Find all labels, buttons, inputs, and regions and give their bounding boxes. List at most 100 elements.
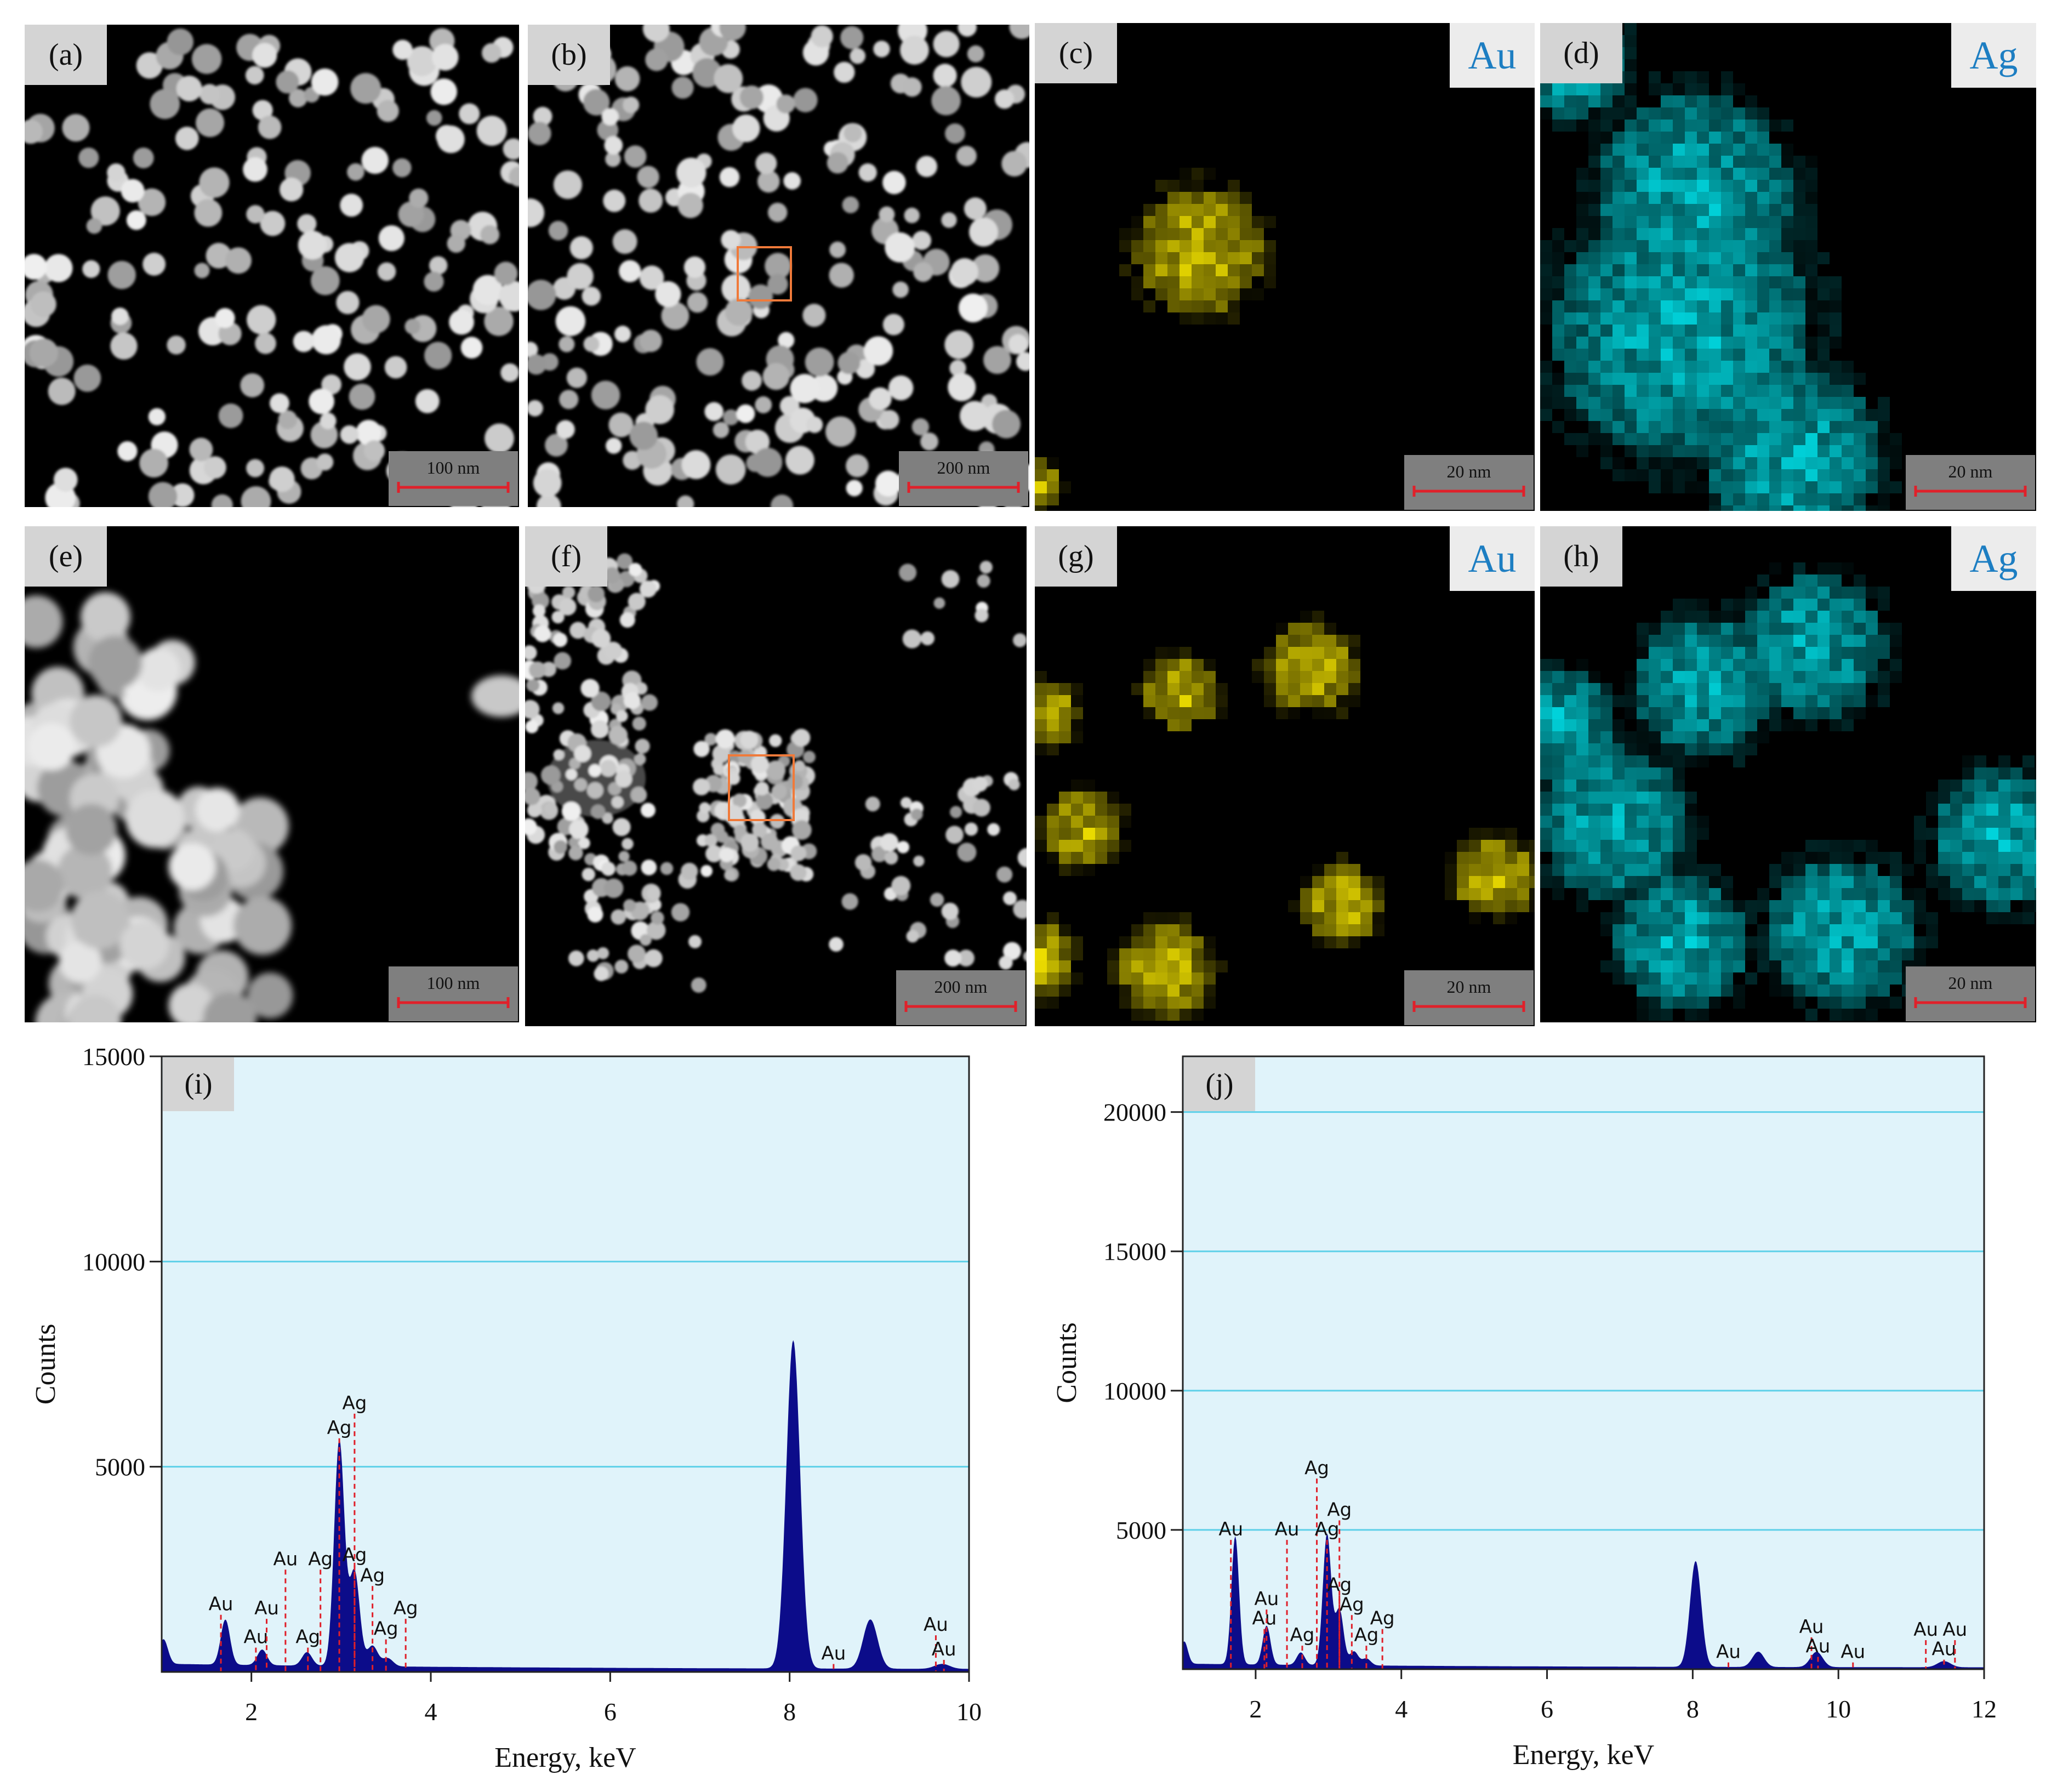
peak-label: Ag [308, 1548, 333, 1570]
peak-label: Ag [1354, 1624, 1379, 1646]
peak-label: Ag [342, 1544, 367, 1566]
peak-label: Au [254, 1597, 279, 1619]
peak-label: Au [1252, 1608, 1277, 1630]
chart-panel-label: (j) [1184, 1057, 1255, 1111]
y-axis-label: Counts [30, 1324, 61, 1404]
peak-label: Ag [1290, 1624, 1315, 1646]
scale-bar: 20 nm [1906, 966, 2035, 1021]
peak-label: Ag [1315, 1518, 1340, 1540]
peak-label: Au [273, 1548, 298, 1570]
peak-label: Au [1275, 1518, 1300, 1540]
panel-g-au-map: (g) Au 20 nm [1035, 526, 1535, 1026]
plot-area [162, 1056, 969, 1672]
peak-label: Au [1799, 1616, 1824, 1638]
y-tick-label: 5000 [95, 1453, 145, 1481]
scale-bar-label: 200 nm [937, 458, 990, 477]
peak-label: Ag [1370, 1608, 1395, 1630]
scale-bar-label: 20 nm [1446, 977, 1491, 997]
x-tick-label: 2 [1249, 1695, 1262, 1723]
panel-label: (c) [1035, 23, 1117, 83]
x-tick-label: 4 [1395, 1695, 1408, 1723]
plot-frame [1182, 1055, 1985, 1670]
scale-bar: 200 nm [896, 970, 1025, 1025]
scale-bar-label: 100 nm [426, 973, 480, 993]
peak-label: Ag [1340, 1594, 1364, 1615]
x-tick-label: 12 [1971, 1695, 1997, 1723]
panel-label: (a) [25, 25, 107, 85]
element-label: Ag [1951, 23, 2036, 88]
peak-label: Ag [342, 1392, 367, 1414]
peak-label: Au [1931, 1639, 1956, 1660]
y-tick-label: 10000 [1103, 1377, 1166, 1405]
y-tick-label: 15000 [1103, 1238, 1166, 1266]
peak-label: Au [1218, 1518, 1243, 1540]
peak-label: Ag [1327, 1499, 1352, 1521]
scale-bar-label: 100 nm [426, 458, 480, 477]
svg-text:(i): (i) [185, 1067, 213, 1100]
panel-b-haadf-image: (b) 200 nm [528, 25, 1029, 507]
peak-label: Au [209, 1594, 233, 1615]
peak-label: Ag [295, 1626, 320, 1648]
x-axis-label: Energy, keV [1513, 1739, 1654, 1771]
panel-label: (e) [25, 526, 107, 587]
x-tick-label: 10 [956, 1698, 982, 1726]
haadf-image-e [25, 592, 519, 1022]
chart-panel-label: (i) [163, 1057, 234, 1111]
peak-label: Au [243, 1626, 268, 1648]
peak-label: Au [932, 1639, 956, 1660]
x-tick-label: 8 [783, 1698, 796, 1726]
scale-bar-label: 200 nm [934, 977, 988, 997]
au-element-map-c [1035, 168, 1276, 511]
peak-label: Au [1254, 1588, 1279, 1610]
panel-d-ag-map: (d) Ag 20 nm [1540, 23, 2036, 511]
y-axis-label: Counts [1051, 1322, 1082, 1403]
region-of-interest-box [728, 754, 795, 821]
y-tick-label: 20000 [1103, 1099, 1166, 1127]
peak-label: Ag [394, 1597, 418, 1619]
panel-e-haadf-image: (e) 100 nm [25, 526, 519, 1022]
scale-bar-label: 20 nm [1948, 462, 1993, 481]
haadf-image-a [25, 25, 519, 507]
ag-element-map-h [1540, 562, 2036, 1021]
x-tick-label: 10 [1826, 1695, 1851, 1723]
peak-label: Ag [360, 1565, 385, 1586]
scale-bar: 20 nm [1906, 455, 2035, 510]
ag-element-map-d [1540, 23, 1902, 511]
y-tick-label: 15000 [82, 1043, 145, 1071]
x-tick-label: 6 [604, 1698, 617, 1726]
x-tick-label: 2 [245, 1698, 258, 1726]
panel-h-ag-map: (h) Ag 20 nm [1540, 526, 2036, 1022]
element-label: Au [1450, 23, 1535, 88]
scale-bar: 20 nm [1404, 455, 1534, 510]
x-axis-label: Energy, keV [494, 1742, 636, 1773]
peak-label: Au [1806, 1636, 1831, 1658]
peak-label: Au [1841, 1641, 1865, 1663]
element-label: Au [1450, 526, 1535, 591]
panel-c-au-map: (c) Au 20 nm [1035, 23, 1535, 511]
peak-label: Au [1942, 1619, 1967, 1641]
scale-bar: 20 nm [1404, 970, 1534, 1025]
panel-label: (g) [1035, 526, 1117, 587]
x-tick-label: 6 [1541, 1695, 1553, 1723]
x-tick-label: 8 [1686, 1695, 1699, 1723]
haadf-image-b [528, 25, 1029, 507]
region-of-interest-box [737, 246, 792, 301]
svg-text:(j): (j) [1206, 1067, 1234, 1100]
peak-label: Ag [1327, 1574, 1352, 1596]
peak-label: Au [821, 1643, 846, 1665]
scale-bar: 100 nm [389, 451, 518, 506]
plot-area [1183, 1056, 1984, 1669]
scale-bar-label: 20 nm [1948, 973, 1993, 993]
y-tick-label: 10000 [82, 1248, 145, 1276]
spectrum-area [1183, 1533, 1984, 1669]
peak-label: Au [924, 1614, 948, 1636]
panel-label: (f) [525, 526, 607, 587]
peak-label: Ag [327, 1417, 352, 1439]
scale-bar: 200 nm [899, 451, 1028, 506]
x-tick-label: 4 [425, 1698, 437, 1726]
peak-label: Ag [1304, 1457, 1329, 1479]
panel-label: (h) [1540, 526, 1622, 587]
panel-label: (b) [528, 25, 610, 85]
